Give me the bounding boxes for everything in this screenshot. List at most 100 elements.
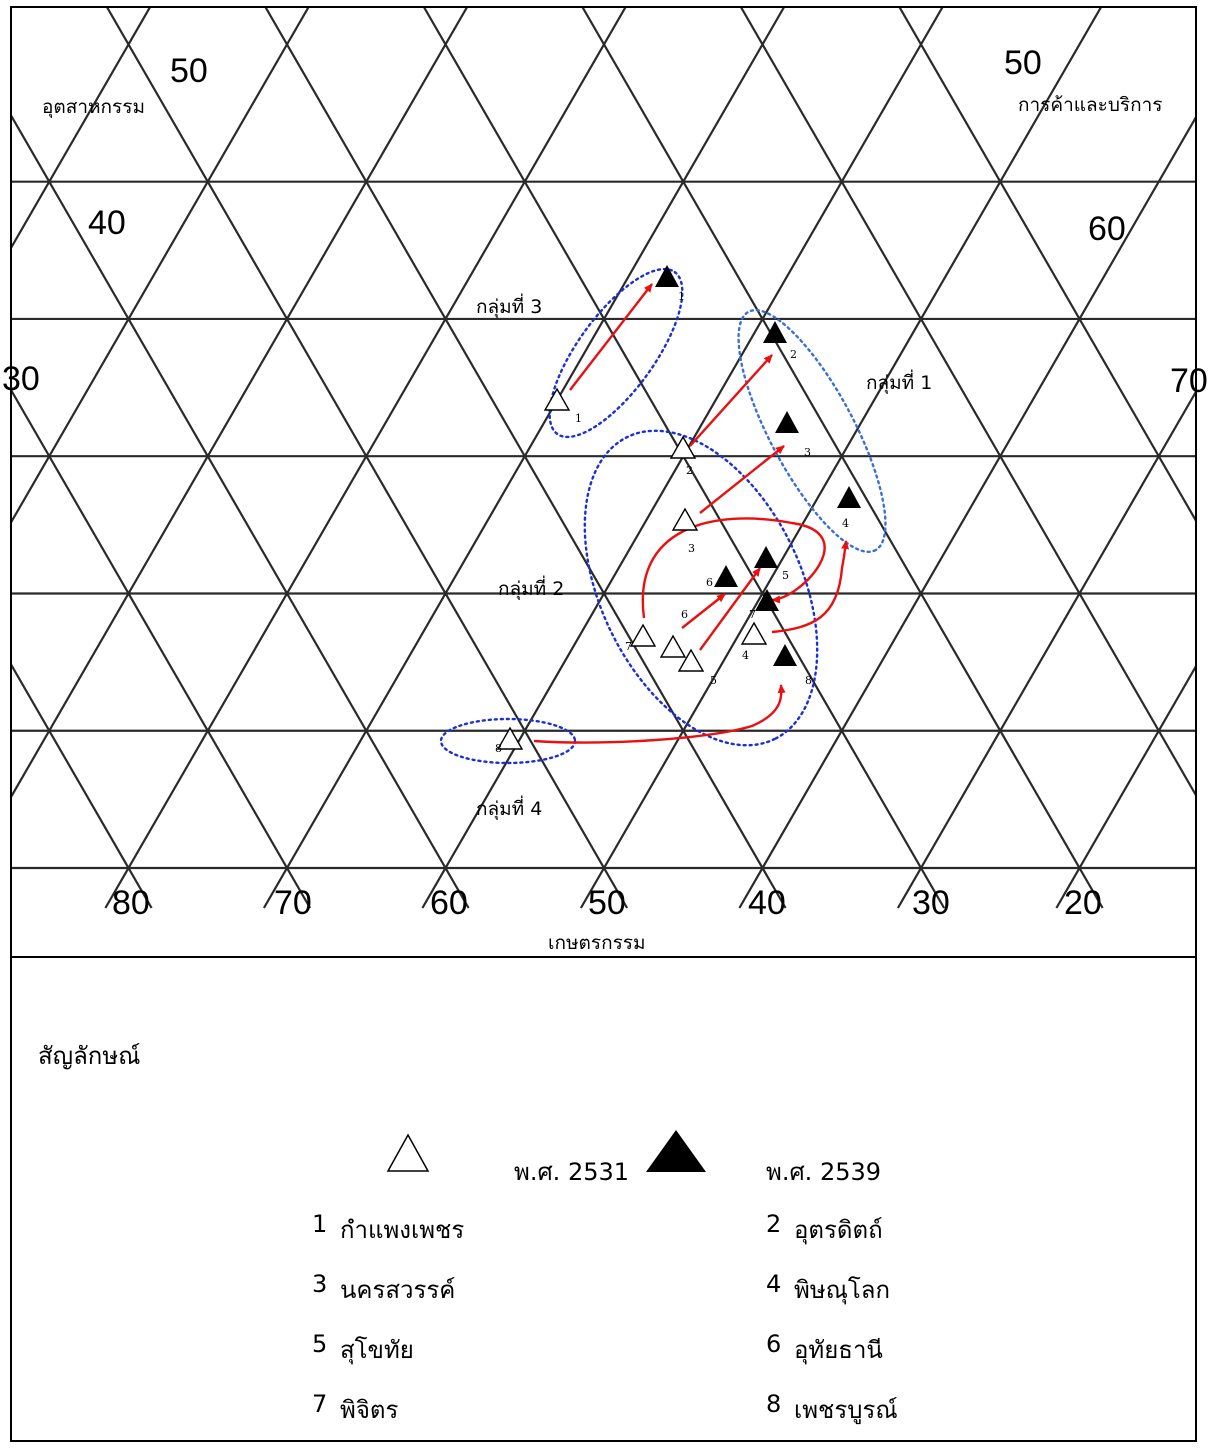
point-number-label: 4 (742, 649, 749, 662)
grid-line (579, 8, 1102, 909)
grid-line (12, 664, 153, 909)
legend-province-name: พิษณุโลก (794, 1276, 891, 1304)
legend-province-num: 3 (312, 1270, 328, 1298)
agri-tick-label: 20 (1064, 884, 1102, 922)
legend-province-num: 2 (766, 1210, 782, 1238)
change-arrow (771, 540, 850, 634)
legend-province-num: 1 (312, 1210, 328, 1238)
legend-province-num: 8 (766, 1390, 782, 1418)
commerce-axis-label: การค้าและบริการ (1018, 94, 1163, 116)
legend-province-name: กำแพงเพชร (340, 1216, 465, 1244)
legend-province-num: 6 (766, 1330, 782, 1358)
agri-tick-label: 40 (748, 884, 786, 922)
point-number-label: 2 (686, 464, 693, 477)
legend-province-name: อุทัยธานี (794, 1336, 883, 1364)
group-outline (548, 267, 684, 439)
data-point-2539 (755, 589, 779, 611)
point-number-label: 6 (681, 608, 688, 621)
commerce-tick-label: 60 (1088, 210, 1126, 248)
data-points: 1 2 3 4 5 6 7 8 1 2 3 4 5 6 7 8 (495, 265, 861, 755)
data-point-2539 (775, 411, 799, 433)
point-number-label: 7 (749, 608, 756, 621)
point-number-label: 8 (495, 742, 502, 755)
grid-line (1055, 665, 1195, 909)
point-number-label: 6 (706, 576, 713, 589)
grid-line (262, 8, 785, 909)
grid-line (12, 8, 151, 249)
industry-tick-label: 40 (88, 204, 126, 242)
industry-axis-label: อุตสาหกรรม (42, 96, 145, 118)
data-point-2531 (669, 435, 697, 459)
point-number-label: 4 (842, 517, 849, 530)
grid-line (12, 8, 468, 798)
grid-line (738, 116, 1195, 909)
change-arrow (699, 567, 761, 651)
change-arrow (699, 445, 785, 514)
agri-tick-label: 60 (430, 884, 468, 922)
legend-divider (10, 956, 1197, 958)
legend-year-2539: พ.ศ. 2539 (766, 1158, 882, 1186)
data-point-2531 (740, 621, 768, 645)
agriculture-axis-label: เกษตรกรรม (548, 932, 646, 954)
grid-line (264, 8, 787, 909)
agri-tick-label: 70 (274, 884, 312, 922)
data-point-2539 (837, 486, 861, 508)
group-outlines (439, 267, 887, 765)
data-point-2531 (671, 507, 699, 531)
point-number-label: 5 (782, 569, 789, 582)
change-arrow (533, 684, 786, 744)
legend-province-name: สุโขทัย (340, 1336, 414, 1364)
group-outline (737, 308, 887, 554)
point-number-label: 1 (678, 290, 685, 303)
figure-frame (10, 6, 1197, 1442)
legend-province-name: อุตรดิตถ์ (794, 1216, 883, 1244)
legend-title: สัญลักษณ์ (38, 1042, 141, 1070)
legend-province-num: 5 (312, 1330, 328, 1358)
legend-year-2531: พ.ศ. 2531 (514, 1158, 630, 1186)
point-number-label: 3 (804, 446, 811, 459)
grid-line (581, 8, 1104, 909)
grid-line (12, 114, 470, 909)
grid-line (104, 8, 627, 909)
industry-tick-label: 30 (2, 360, 40, 398)
data-point-2539 (714, 565, 738, 587)
change-arrow (689, 354, 773, 447)
filled-triangle-icon (646, 1130, 706, 1172)
change-arrow (569, 283, 653, 391)
commerce-tick-label: 50 (1004, 44, 1042, 82)
grid-line (898, 8, 1195, 522)
data-point-2531 (659, 634, 687, 658)
agri-tick-label: 30 (912, 884, 950, 922)
point-number-label: 8 (805, 674, 812, 687)
point-number-label: 1 (575, 412, 582, 425)
legend-province-name: นครสวรรค์ (340, 1276, 456, 1304)
grid-line (12, 389, 312, 909)
data-point-2539 (773, 644, 797, 666)
point-number-label: 3 (688, 542, 695, 555)
grid-line (896, 391, 1195, 909)
group-label: กลุ่มที่ 4 (476, 798, 543, 820)
legend-province-num: 4 (766, 1270, 782, 1298)
change-arrow (681, 593, 726, 629)
group-label: กลุ่มที่ 3 (476, 296, 543, 318)
data-point-2531 (543, 387, 571, 411)
commerce-tick-label: 70 (1170, 362, 1208, 400)
legend-province-num: 7 (312, 1390, 328, 1418)
data-point-2531 (496, 726, 524, 750)
group-outline (439, 717, 577, 765)
data-point-2539 (754, 546, 778, 568)
legend-province-name: เพชรบูรณ์ (794, 1396, 898, 1424)
grid-line (740, 8, 1195, 796)
data-point-2531 (677, 648, 705, 672)
data-point-2539 (655, 265, 679, 287)
group-label: กลุ่มที่ 1 (866, 372, 933, 394)
group-outline (583, 429, 819, 747)
point-number-label: 5 (710, 674, 717, 687)
legend-province-name: พิจิตร (340, 1396, 399, 1424)
point-number-label: 2 (790, 348, 797, 361)
point-number-label: 7 (625, 640, 632, 653)
grid-line (12, 8, 310, 523)
change-arrows (533, 283, 850, 744)
change-arrow (641, 517, 826, 619)
data-point-2539 (763, 321, 787, 343)
